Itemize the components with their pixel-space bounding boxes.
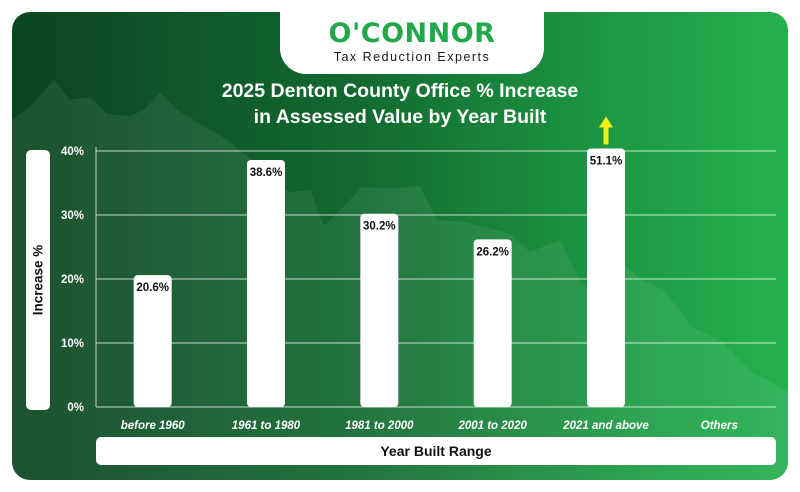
x-tick-label: Others (701, 420, 738, 432)
bar (133, 275, 172, 407)
y-tick-label: 30% (61, 210, 84, 222)
data-label: 38.6% (250, 167, 283, 179)
logo-tab: O'CONNOR Tax Reduction Experts (280, 12, 544, 74)
y-tick-label: 20% (61, 274, 84, 286)
x-tick-label: 2001 to 2020 (457, 420, 527, 432)
chart-title-line-2: in Assessed Value by Year Built (253, 106, 547, 128)
bar (587, 148, 625, 407)
x-axis-label: Year Built Range (96, 437, 776, 465)
overflow-arrow-icon (599, 116, 613, 145)
y-axis-label-box (26, 150, 50, 410)
x-tick-label: 1961 to 1980 (232, 420, 301, 432)
company-tagline: Tax Reduction Experts (333, 50, 491, 64)
chart-title-line-1: 2025 Denton County Office % Increase (221, 80, 579, 102)
y-tick-label: 0% (67, 402, 84, 414)
company-logo: O'CONNOR (328, 18, 496, 49)
x-tick-label: 2021 and above (562, 420, 649, 432)
y-tick-label: 10% (61, 338, 84, 350)
bar (473, 239, 512, 407)
data-label: 30.2% (363, 221, 396, 233)
data-label: 51.1% (590, 155, 623, 167)
data-label: 26.2% (476, 246, 509, 258)
chart-title: 2025 Denton County Office % Increase in … (0, 78, 800, 130)
bar (247, 159, 285, 407)
x-tick-label: 1981 to 2000 (345, 420, 414, 432)
bar (360, 213, 399, 407)
y-tick-label: 40% (61, 146, 84, 158)
x-tick-label: before 1960 (121, 420, 186, 432)
data-label: 20.6% (136, 282, 169, 294)
